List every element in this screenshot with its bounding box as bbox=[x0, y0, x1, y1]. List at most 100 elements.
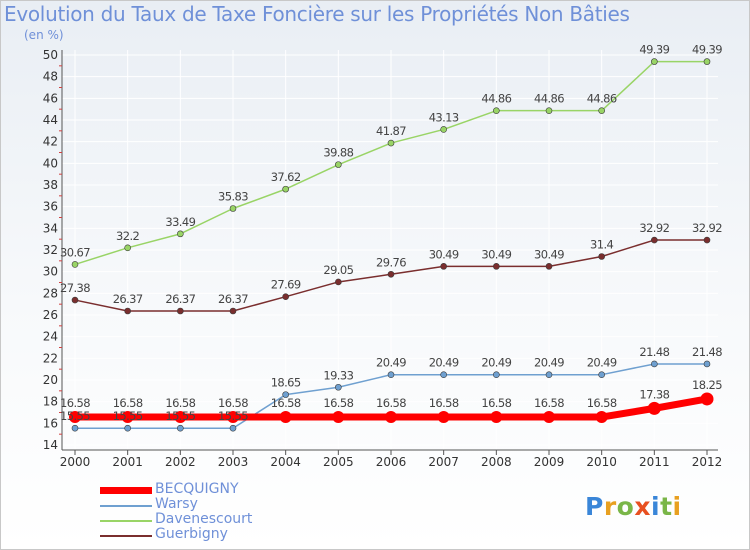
data-label: 29.05 bbox=[323, 263, 353, 277]
data-label: 16.58 bbox=[271, 396, 301, 410]
data-point bbox=[700, 392, 714, 406]
y-tick-label: 46 bbox=[43, 91, 58, 105]
data-label: 32.2 bbox=[116, 229, 139, 243]
data-label: 32.92 bbox=[692, 221, 722, 235]
chart-title: Evolution du Taux de Taxe Foncière sur l… bbox=[4, 2, 630, 26]
data-label: 44.86 bbox=[481, 92, 511, 106]
legend-item: Guerbigny bbox=[100, 526, 320, 543]
x-tick-label: 2007 bbox=[428, 455, 459, 469]
data-point bbox=[545, 371, 553, 378]
y-tick-label: 20 bbox=[43, 373, 58, 387]
data-point bbox=[703, 236, 711, 244]
data-label: 26.37 bbox=[165, 292, 195, 306]
logo-letter: P bbox=[585, 492, 604, 521]
data-point bbox=[227, 411, 239, 424]
legend-label: Davenescourt bbox=[155, 511, 253, 527]
data-label: 20.49 bbox=[587, 356, 617, 370]
data-point bbox=[598, 107, 605, 114]
y-tick-label: 28 bbox=[43, 286, 58, 300]
data-label: 44.86 bbox=[534, 92, 564, 106]
data-label: 15.55 bbox=[218, 409, 248, 423]
data-point bbox=[385, 411, 397, 424]
data-point bbox=[703, 360, 711, 368]
data-label: 15.55 bbox=[165, 409, 195, 423]
data-label: 19.33 bbox=[323, 368, 353, 382]
x-tick-label: 2003 bbox=[218, 455, 249, 469]
y-tick-label: 30 bbox=[43, 265, 58, 279]
data-label: 33.49 bbox=[165, 215, 195, 229]
data-point bbox=[647, 401, 661, 415]
data-point bbox=[440, 263, 447, 270]
data-point bbox=[282, 293, 289, 300]
y-tick-label: 18 bbox=[43, 395, 58, 409]
legend-label: BECQUIGNY bbox=[155, 481, 239, 497]
data-label: 18.65 bbox=[271, 376, 301, 390]
data-point bbox=[703, 58, 711, 65]
data-point bbox=[387, 371, 395, 378]
logo-letter: i bbox=[672, 492, 682, 521]
legend-label: Warsy bbox=[155, 496, 198, 512]
data-label: 26.37 bbox=[218, 292, 248, 306]
data-label: 49.39 bbox=[639, 43, 669, 57]
data-point bbox=[545, 263, 553, 270]
data-point bbox=[229, 205, 237, 212]
chart-subtitle: (en %) bbox=[24, 28, 64, 42]
data-point bbox=[437, 411, 450, 424]
data-label: 30.49 bbox=[429, 247, 459, 261]
y-tick-label: 24 bbox=[43, 330, 58, 344]
data-point bbox=[71, 261, 79, 268]
data-point bbox=[493, 371, 500, 378]
data-point bbox=[651, 58, 658, 65]
legend-item: Davenescourt bbox=[100, 511, 320, 528]
x-tick-label: 2011 bbox=[639, 455, 670, 469]
data-point bbox=[545, 107, 553, 114]
logo-letter: o bbox=[616, 492, 635, 521]
axes: 14 16 18 20 22 24 26 28 30 32 34 36 38 40 42 44 46 48 50 20… bbox=[43, 48, 723, 469]
data-label: 20.49 bbox=[534, 356, 564, 370]
data-label: 16.58 bbox=[481, 396, 511, 410]
data-label: 30.67 bbox=[60, 245, 90, 259]
data-point bbox=[387, 139, 395, 147]
x-tick-label: 2001 bbox=[112, 455, 143, 469]
x-tick-label: 2005 bbox=[323, 455, 354, 469]
data-label: 30.49 bbox=[534, 247, 564, 261]
legend-swatch bbox=[100, 520, 152, 522]
data-label: 16.58 bbox=[323, 396, 353, 410]
x-tick-label: 2002 bbox=[165, 455, 196, 469]
data-point bbox=[440, 126, 447, 133]
y-tick-label: 16 bbox=[43, 416, 58, 430]
data-point bbox=[332, 411, 345, 424]
data-label: 16.58 bbox=[218, 396, 248, 410]
x-tick-label: 2012 bbox=[692, 455, 723, 469]
data-label: 16.58 bbox=[587, 396, 617, 410]
data-point bbox=[598, 253, 605, 260]
data-point bbox=[335, 278, 342, 286]
data-point bbox=[174, 411, 187, 424]
data-point bbox=[229, 307, 237, 315]
data-point bbox=[124, 424, 131, 432]
y-tick-label: 26 bbox=[43, 308, 58, 322]
data-label: 17.38 bbox=[639, 387, 669, 401]
data-label: 16.58 bbox=[60, 396, 90, 410]
logo-letter: t bbox=[660, 492, 673, 521]
legend-item: Warsy bbox=[100, 496, 320, 513]
logo-letter: r bbox=[603, 492, 617, 521]
data-point bbox=[651, 236, 658, 244]
legend-swatch bbox=[100, 487, 152, 494]
data-point bbox=[335, 161, 342, 168]
data-point bbox=[282, 185, 289, 193]
logo-letter: x bbox=[634, 492, 651, 521]
y-tick-label: 34 bbox=[43, 221, 58, 235]
data-point bbox=[177, 424, 184, 432]
data-label: 27.69 bbox=[271, 278, 301, 292]
data-label: 20.49 bbox=[429, 356, 459, 370]
y-tick-label: 50 bbox=[43, 48, 58, 62]
data-point bbox=[279, 411, 292, 424]
legend-label: Guerbigny bbox=[155, 526, 228, 542]
x-tick-label: 2006 bbox=[376, 455, 407, 469]
data-point bbox=[651, 360, 658, 368]
data-label: 16.58 bbox=[534, 396, 564, 410]
data-label: 37.62 bbox=[271, 170, 301, 184]
